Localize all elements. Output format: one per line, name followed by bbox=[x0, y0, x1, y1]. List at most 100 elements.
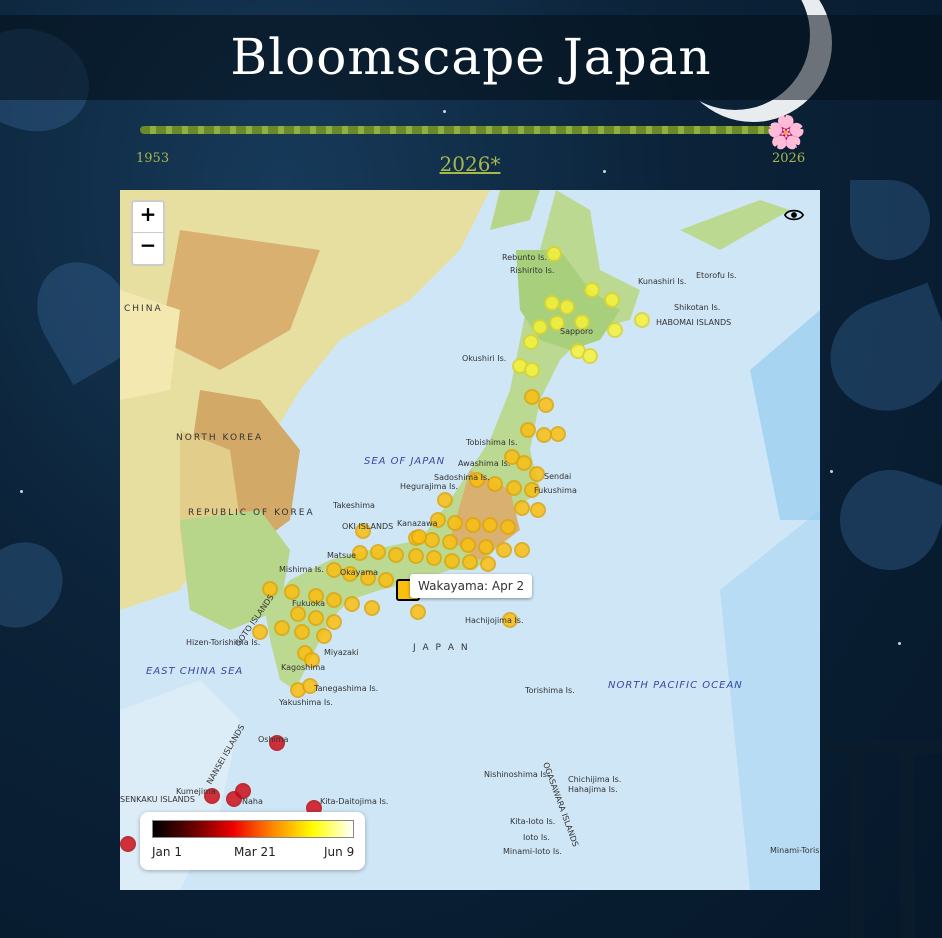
year-slider-track[interactable] bbox=[140, 126, 780, 134]
bloom-marker[interactable] bbox=[437, 492, 453, 508]
label-japan: J A P A N bbox=[413, 643, 470, 653]
label-place: Sapporo bbox=[560, 327, 594, 336]
bloom-marker[interactable] bbox=[523, 334, 539, 350]
bloom-marker[interactable] bbox=[426, 550, 442, 566]
star-icon bbox=[830, 470, 833, 473]
label-place: Chichijima Is. bbox=[568, 775, 622, 784]
bloom-marker[interactable] bbox=[355, 523, 371, 539]
bloom-marker[interactable] bbox=[352, 545, 368, 561]
label-place: Kita-Daitojima Is. bbox=[320, 797, 389, 806]
bloom-marker[interactable] bbox=[584, 282, 600, 298]
legend-gradient bbox=[152, 820, 354, 838]
bloom-marker[interactable] bbox=[529, 466, 545, 482]
bloom-marker[interactable] bbox=[410, 604, 426, 620]
bloom-marker[interactable] bbox=[308, 610, 324, 626]
bloom-marker[interactable] bbox=[544, 295, 560, 311]
bloom-marker[interactable] bbox=[342, 566, 358, 582]
star-icon bbox=[603, 170, 606, 173]
bloom-marker[interactable] bbox=[502, 612, 518, 628]
label-place: Miyazaki bbox=[324, 648, 359, 657]
bloom-marker[interactable] bbox=[514, 500, 530, 516]
bloom-marker[interactable] bbox=[370, 544, 386, 560]
bloom-marker[interactable] bbox=[514, 542, 530, 558]
bloom-marker[interactable] bbox=[604, 292, 620, 308]
bloom-marker[interactable] bbox=[444, 553, 460, 569]
bloom-marker[interactable] bbox=[447, 515, 463, 531]
zoom-out-button[interactable]: − bbox=[139, 233, 157, 257]
cherry-blossom-icon[interactable]: 🌸 bbox=[766, 113, 806, 151]
bloom-marker[interactable] bbox=[411, 529, 427, 545]
label-place: Tobishima Is. bbox=[466, 438, 518, 447]
bloom-marker[interactable] bbox=[607, 322, 623, 338]
current-year-link[interactable]: 2026* bbox=[439, 152, 501, 176]
bloom-marker[interactable] bbox=[269, 735, 285, 751]
bloom-marker[interactable] bbox=[506, 480, 522, 496]
blossom-petal bbox=[814, 282, 942, 428]
bloom-marker[interactable] bbox=[364, 600, 380, 616]
label-place: Kagoshima bbox=[281, 663, 326, 672]
bloom-marker[interactable] bbox=[326, 562, 342, 578]
bloom-marker[interactable] bbox=[294, 624, 310, 640]
label-place: HABOMAI ISLANDS bbox=[656, 318, 732, 327]
zoom-control: + − bbox=[131, 200, 165, 266]
bloom-marker[interactable] bbox=[304, 652, 320, 668]
bloom-marker[interactable] bbox=[634, 312, 650, 328]
bloom-marker[interactable] bbox=[308, 588, 324, 604]
label-place: Shikotan Is. bbox=[674, 303, 721, 312]
bloom-marker[interactable] bbox=[235, 783, 251, 799]
bloom-marker[interactable] bbox=[516, 455, 532, 471]
bloom-marker[interactable] bbox=[262, 581, 278, 597]
bloom-marker[interactable] bbox=[326, 614, 342, 630]
bloom-marker[interactable] bbox=[316, 628, 332, 644]
bloom-marker[interactable] bbox=[532, 319, 548, 335]
bloom-marker[interactable] bbox=[378, 572, 394, 588]
bloom-marker[interactable] bbox=[487, 476, 503, 492]
bloom-marker[interactable] bbox=[360, 570, 376, 586]
bloom-marker[interactable] bbox=[546, 246, 562, 262]
bloom-marker[interactable] bbox=[480, 556, 496, 572]
bloom-marker[interactable] bbox=[530, 502, 546, 518]
bloom-marker[interactable] bbox=[496, 542, 512, 558]
bloom-marker[interactable] bbox=[524, 362, 540, 378]
bloom-marker[interactable] bbox=[478, 539, 494, 555]
slider-start-year: 1953 bbox=[136, 151, 170, 166]
bloom-marker[interactable] bbox=[469, 472, 485, 488]
bloom-marker[interactable] bbox=[538, 397, 554, 413]
bloom-marker[interactable] bbox=[574, 314, 590, 330]
label-place: OKI ISLANDS bbox=[342, 522, 394, 531]
label-place: Tanegashima Is. bbox=[314, 684, 379, 693]
bloom-marker[interactable] bbox=[430, 512, 446, 528]
bloom-marker[interactable] bbox=[344, 596, 360, 612]
bloom-marker[interactable] bbox=[326, 592, 342, 608]
bloom-marker[interactable] bbox=[120, 836, 136, 852]
bloom-marker[interactable] bbox=[284, 584, 300, 600]
bloom-marker[interactable] bbox=[482, 517, 498, 533]
bloom-marker[interactable] bbox=[274, 620, 290, 636]
eye-icon[interactable] bbox=[784, 205, 804, 225]
label-place: SENKAKU ISLANDS bbox=[120, 795, 195, 804]
bloom-marker[interactable] bbox=[582, 348, 598, 364]
bloom-marker[interactable] bbox=[550, 426, 566, 442]
bloom-marker[interactable] bbox=[460, 537, 476, 553]
label-china: CHINA bbox=[124, 304, 163, 314]
bloom-marker[interactable] bbox=[408, 548, 424, 564]
bloom-marker[interactable] bbox=[252, 624, 268, 640]
bloom-marker[interactable] bbox=[559, 299, 575, 315]
bloom-marker[interactable] bbox=[524, 389, 540, 405]
bloom-marker[interactable] bbox=[204, 788, 220, 804]
bloom-marker[interactable] bbox=[302, 678, 318, 694]
bloom-marker[interactable] bbox=[524, 482, 540, 498]
bloom-marker[interactable] bbox=[465, 517, 481, 533]
bloom-marker[interactable] bbox=[388, 547, 404, 563]
label-place: Fukuoka bbox=[292, 599, 325, 608]
bloom-marker[interactable] bbox=[442, 534, 458, 550]
bloom-marker[interactable] bbox=[520, 422, 536, 438]
label-place: Sadoshima Is. bbox=[434, 473, 490, 482]
bloom-map[interactable]: CHINA NORTH KOREA REPUBLIC OF KOREA J A … bbox=[120, 190, 820, 890]
bloom-marker[interactable] bbox=[290, 606, 306, 622]
zoom-in-button[interactable]: + bbox=[139, 202, 157, 226]
bloom-marker[interactable] bbox=[462, 554, 478, 570]
bloom-marker[interactable] bbox=[549, 315, 565, 331]
bloom-marker[interactable] bbox=[500, 519, 516, 535]
torii-pillar bbox=[850, 750, 864, 938]
